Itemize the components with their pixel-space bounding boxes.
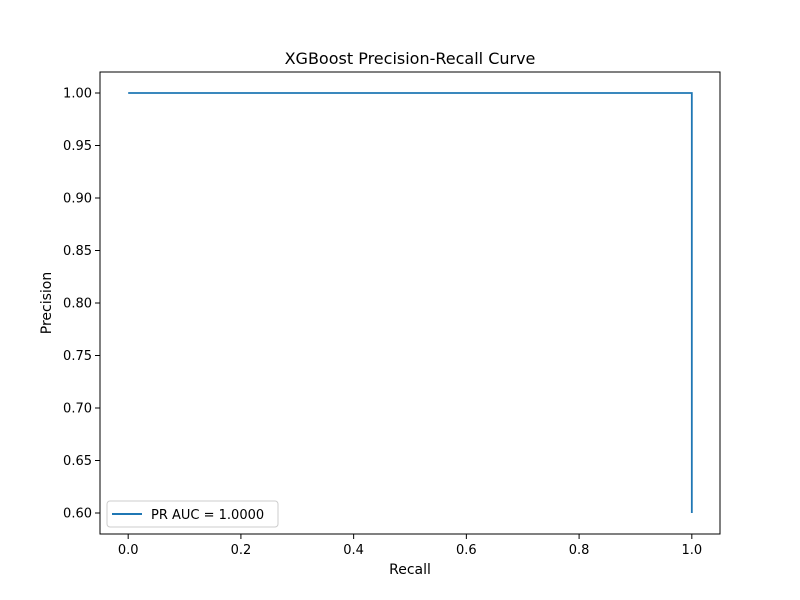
legend-entry-label: PR AUC = 1.0000: [151, 508, 264, 523]
y-axis-label: Precision: [39, 272, 55, 334]
legend-frame: [106, 500, 279, 528]
y-tick-label: 1.00: [63, 87, 92, 102]
x-tick-label: 0.2: [231, 543, 252, 558]
y-tick-label: 0.65: [63, 454, 92, 469]
x-axis-label: Recall: [389, 562, 431, 578]
chart-title: XGBoost Precision-Recall Curve: [285, 49, 536, 68]
y-tick-label: 0.85: [63, 244, 92, 259]
y-tick-label: 0.90: [63, 192, 92, 207]
y-tick-label: 0.80: [63, 297, 92, 312]
plot-area: [100, 72, 720, 534]
y-tick-label: 0.60: [63, 507, 92, 522]
y-tick-label: 0.95: [63, 139, 92, 154]
x-tick-label: 0.0: [118, 543, 139, 558]
y-axis-ticks: 0.60 0.65 0.70 0.75 0.80 0.85 0.90 0.95 1.00: [63, 87, 100, 522]
legend: PR AUC = 1.0000: [106, 500, 279, 528]
series-layer: [128, 92, 693, 513]
x-tick-label: 1.0: [681, 543, 702, 558]
y-tick-label: 0.75: [63, 349, 92, 364]
x-tick-label: 0.8: [569, 543, 590, 558]
pr-curve-line: [128, 92, 693, 513]
y-tick-label: 0.70: [63, 402, 92, 417]
x-axis-ticks: 0.0 0.2 0.4 0.6 0.8 1.0: [118, 534, 702, 558]
x-tick-label: 0.4: [343, 543, 364, 558]
x-tick-label: 0.6: [456, 543, 477, 558]
